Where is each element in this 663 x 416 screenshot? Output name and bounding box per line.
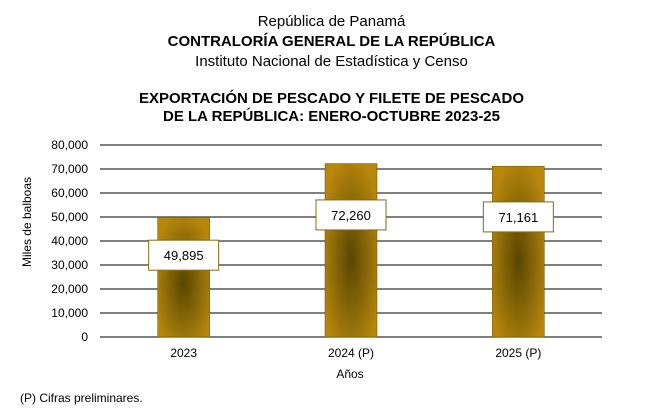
y-tick-label: 50,000 (51, 210, 88, 224)
header-institute: Instituto Nacional de Estadística y Cens… (195, 53, 468, 70)
data-label-box (482, 201, 554, 233)
footnote: (P) Cifras preliminares. (20, 391, 143, 405)
x-axis-label: Años (336, 367, 363, 381)
bar (324, 163, 378, 338)
y-tick-label: 30,000 (51, 258, 88, 272)
chart-title-line-1: EXPORTACIÓN DE PESCADO Y FILETE DE PESCA… (138, 90, 525, 107)
data-label: 49,895 (164, 248, 204, 263)
chart-title-line-2: DE LA REPÚBLICA: ENERO-OCTUBRE 2023-25 (163, 108, 500, 125)
data-labels: 49,895 72,260 71,161 (148, 199, 554, 271)
y-tick-label: 40,000 (51, 234, 88, 248)
x-axis-ticks: 2023 2024 (P) 2025 (P) (170, 346, 541, 360)
x-tick-label: 2024 (P) (328, 346, 374, 360)
header-country: República de Panamá (257, 13, 406, 30)
data-label: 72,260 (331, 208, 371, 223)
y-tick-label: 70,000 (51, 162, 88, 176)
bar (157, 217, 210, 338)
y-tick-label: 10,000 (51, 306, 88, 320)
data-label-box (148, 239, 220, 271)
data-label-box (315, 199, 387, 231)
header-institution: CONTRALORÍA GENERAL DE LA REPÚBLICA (167, 33, 496, 50)
y-tick-label: 0 (81, 330, 88, 344)
data-label: 71,161 (498, 210, 538, 225)
bars (157, 163, 545, 338)
y-tick-label: 80,000 (51, 138, 88, 152)
x-tick-label: 2023 (170, 346, 197, 360)
y-axis-ticks: 0 10,000 20,000 30,000 40,000 50,000 60,000 70,… (51, 138, 88, 344)
y-tick-label: 20,000 (51, 282, 88, 296)
y-axis-label: Miles de balboas (20, 177, 34, 267)
bar (492, 165, 545, 338)
x-tick-label: 2025 (P) (495, 346, 541, 360)
y-tick-label: 60,000 (51, 186, 88, 200)
